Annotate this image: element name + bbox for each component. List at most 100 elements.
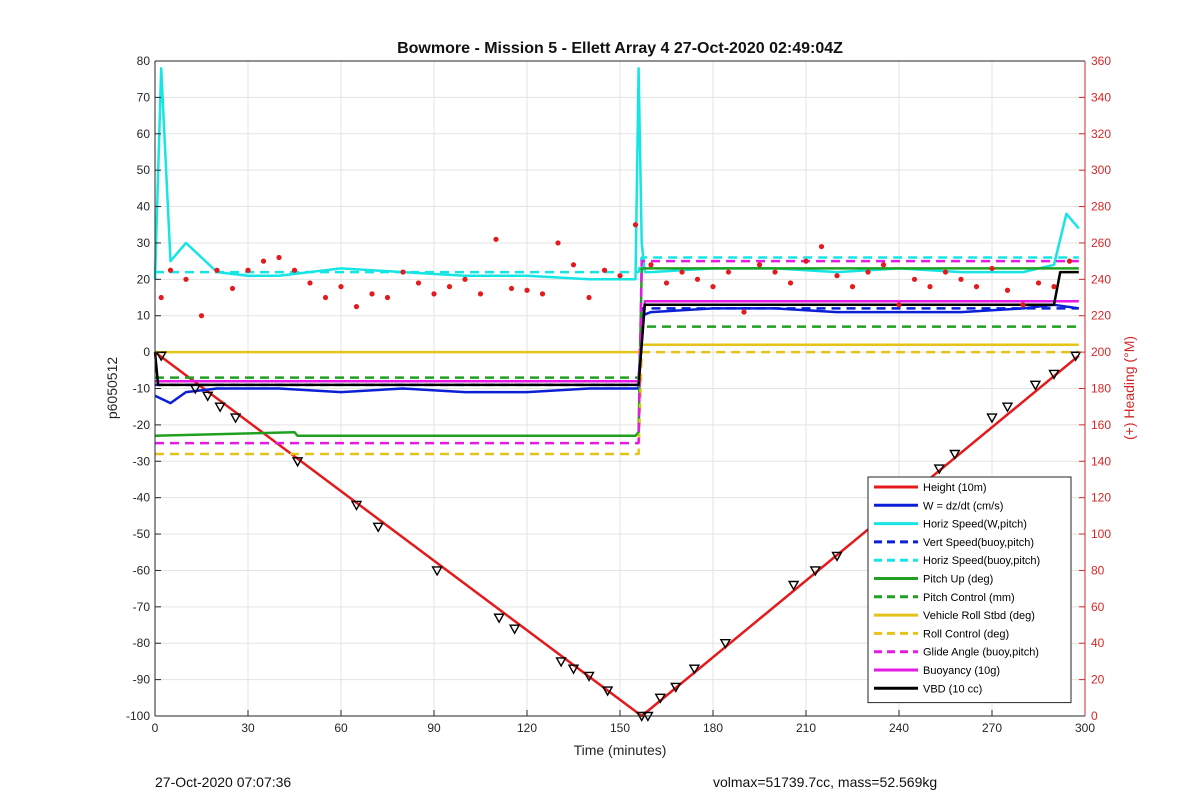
y2-tick-label: 140	[1091, 454, 1111, 468]
x-tick-label: 210	[796, 721, 816, 735]
heading-point	[291, 267, 298, 273]
axes	[154, 60, 1086, 717]
heading-point	[369, 291, 375, 297]
heading-point	[617, 273, 623, 279]
y2-tick-label: 0	[1091, 709, 1098, 723]
y-tick-label: -100	[126, 709, 150, 723]
y2-tick-label: 320	[1091, 127, 1111, 141]
heading-point	[1066, 258, 1073, 264]
heading-point	[694, 276, 701, 282]
legend-label: Height (10m)	[923, 482, 987, 494]
glide-marker	[155, 351, 167, 362]
glide-markers	[155, 351, 1082, 722]
y-tick-label: -70	[133, 600, 151, 614]
heading-point	[462, 276, 468, 282]
heading-point	[663, 280, 670, 286]
y2-tick-label: 120	[1091, 491, 1111, 505]
heading-point	[539, 291, 546, 297]
heading-point	[818, 243, 825, 250]
footer-timestamp: 27-Oct-2020 07:07:36	[155, 774, 291, 790]
series-line-4	[155, 256, 1079, 274]
heading-point	[756, 262, 763, 268]
x-tick-label: 30	[241, 721, 255, 735]
glide-marker	[508, 624, 521, 635]
y-tick-label: 20	[137, 272, 151, 286]
glide-marker	[350, 500, 363, 511]
heading-point	[1035, 280, 1042, 286]
heading-point	[167, 267, 174, 273]
legend-label: VBD (10 cc)	[923, 683, 982, 695]
glide-marker	[809, 566, 821, 577]
y2-tick-label: 340	[1091, 90, 1111, 104]
glide-marker	[986, 413, 998, 424]
y2-tick-label: 180	[1091, 382, 1111, 396]
x-axis-label: Time (minutes)	[574, 742, 667, 758]
glide-marker	[601, 686, 614, 697]
tick-labels: 0 30 60 90 120 150 180 210 240 270 300807060504030…	[126, 54, 1111, 735]
glide-marker	[688, 664, 701, 675]
heading-point	[725, 269, 732, 275]
glide-marker	[567, 664, 580, 675]
glide-marker	[787, 580, 800, 591]
y2-tick-label: 160	[1091, 418, 1111, 432]
legend-label: Pitch Control (mm)	[923, 592, 1015, 604]
heading-point	[245, 267, 251, 273]
glide-marker	[654, 693, 666, 704]
x-tick-label: 180	[703, 721, 723, 735]
glide-marker	[214, 402, 226, 413]
heading-point	[601, 267, 608, 273]
legend-label: Pitch Up (deg)	[923, 574, 993, 586]
heading-point	[772, 269, 778, 275]
series-line-5	[154, 267, 1079, 438]
glide-marker	[670, 682, 682, 693]
legend-label: Horiz Speed(buoy,pitch)	[923, 555, 1040, 567]
glide-marker	[189, 384, 201, 395]
legend-label: Vert Speed(buoy,pitch)	[923, 537, 1034, 549]
y2-tick-label: 260	[1091, 236, 1111, 250]
heading-points	[158, 222, 1073, 319]
heading-point	[1020, 302, 1026, 308]
y-tick-label: 70	[137, 90, 151, 104]
legend: Height (10m) W = dz/dt (cm/s) Horiz Speed(…	[867, 476, 1072, 704]
chart-title: Bowmore - Mission 5 - Ellett Array 4 27-…	[397, 40, 843, 57]
footer-volmax-mass: volmax=51739.7cc, mass=52.569kg	[713, 774, 937, 790]
y2-tick-label: 280	[1091, 200, 1111, 214]
y2-tick-label: 300	[1091, 163, 1111, 177]
heading-point	[679, 269, 685, 275]
glide-marker	[202, 391, 214, 402]
y2-axis-label: (+) Heading (°M)	[1121, 336, 1137, 440]
y2-tick-label: 40	[1091, 636, 1105, 650]
heading-point	[741, 309, 747, 315]
heading-point	[555, 240, 561, 246]
glide-marker	[1070, 351, 1082, 362]
glide-marker	[1048, 369, 1060, 380]
heading-point	[338, 284, 344, 290]
heading-point	[477, 291, 484, 297]
y-tick-label: -10	[133, 382, 151, 396]
y-tick-label: -80	[133, 636, 151, 650]
heading-point	[322, 294, 329, 301]
glide-marker	[229, 413, 242, 424]
x-tick-label: 300	[1075, 721, 1095, 735]
legend-label: Horiz Speed(W,pitch)	[923, 519, 1027, 531]
series-line-6	[155, 325, 1079, 379]
y-tick-label: -90	[133, 673, 151, 687]
heading-point	[958, 276, 964, 282]
glide-marker	[291, 457, 304, 468]
x-tick-label: 90	[427, 721, 441, 735]
y2-tick-label: 80	[1091, 563, 1105, 577]
heading-point	[508, 285, 515, 292]
heading-point	[927, 284, 933, 290]
heading-point	[710, 284, 716, 290]
heading-point	[198, 313, 205, 319]
heading-point	[865, 269, 871, 275]
y-tick-label: -60	[133, 563, 151, 577]
heading-point	[353, 304, 360, 310]
y-tick-label: 50	[137, 163, 151, 177]
heading-point	[911, 276, 918, 282]
heading-point	[229, 285, 236, 292]
heading-point	[942, 269, 949, 275]
heading-point	[896, 302, 902, 308]
heading-point	[158, 294, 164, 301]
